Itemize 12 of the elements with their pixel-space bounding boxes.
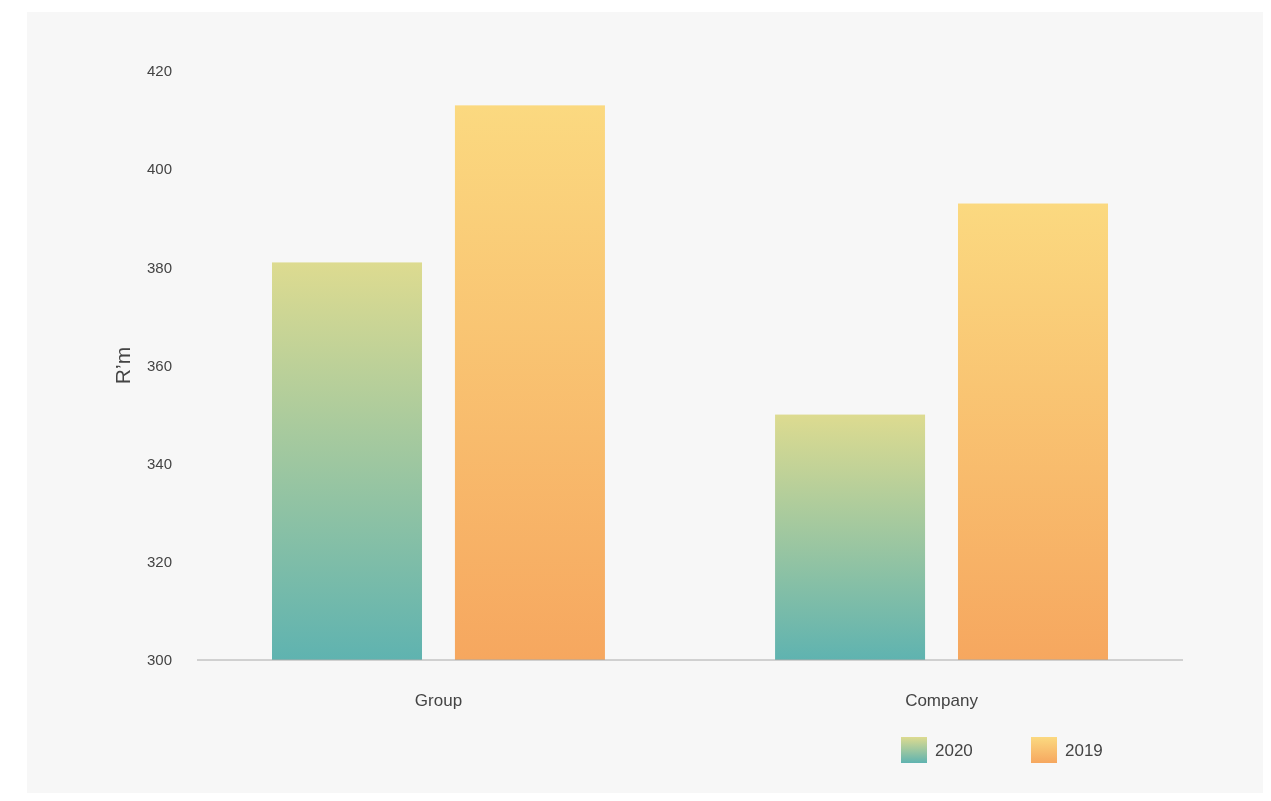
- y-axis-title: R’m: [111, 346, 134, 385]
- x-tick-label: Company: [905, 691, 979, 710]
- y-tick-label: 320: [146, 553, 172, 571]
- y-tick-label: 400: [146, 160, 172, 178]
- y-tick-label: 420: [146, 62, 172, 80]
- y-tick-label: 340: [146, 454, 172, 472]
- legend-label: 2020: [935, 740, 973, 760]
- x-tick-label: Group: [414, 691, 463, 710]
- legend-label: 2019: [1065, 740, 1103, 760]
- y-tick-label: 300: [146, 651, 172, 669]
- y-tick-label: 360: [146, 356, 172, 374]
- y-tick-label: 380: [146, 258, 172, 276]
